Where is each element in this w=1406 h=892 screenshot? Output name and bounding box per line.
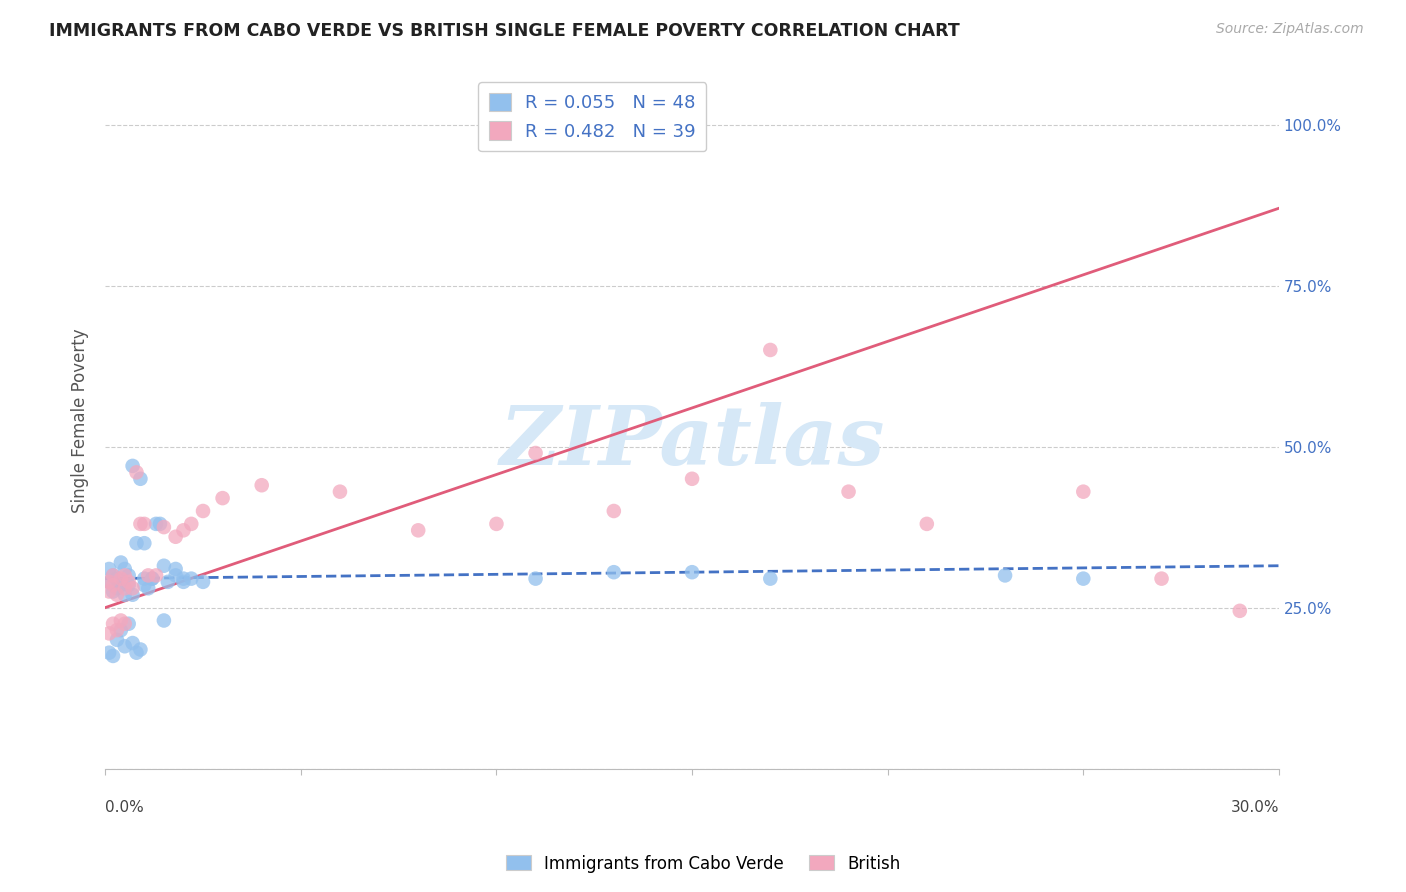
Point	[145, 568, 167, 582]
Point	[838, 484, 860, 499]
Point	[101, 578, 124, 592]
Point	[145, 516, 167, 531]
Point	[191, 574, 214, 589]
Point	[129, 642, 152, 657]
Point	[153, 520, 176, 534]
Point	[121, 582, 143, 596]
Point	[110, 556, 132, 570]
Point	[915, 516, 938, 531]
Point	[110, 578, 132, 592]
Point	[105, 572, 128, 586]
Point	[110, 614, 132, 628]
Point	[121, 588, 143, 602]
Point	[153, 614, 176, 628]
Point	[156, 574, 179, 589]
Point	[134, 516, 156, 531]
Point	[759, 572, 782, 586]
Point	[110, 623, 132, 637]
Point	[110, 572, 132, 586]
Point	[485, 516, 508, 531]
Point	[101, 584, 124, 599]
Point	[603, 504, 626, 518]
Point	[118, 616, 141, 631]
Point	[134, 578, 156, 592]
Text: 0.0%: 0.0%	[105, 800, 143, 815]
Point	[250, 478, 273, 492]
Legend: Immigrants from Cabo Verde, British: Immigrants from Cabo Verde, British	[499, 848, 907, 880]
Point	[165, 562, 187, 576]
Point	[101, 568, 124, 582]
Point	[105, 588, 128, 602]
Point	[118, 568, 141, 582]
Point	[121, 458, 143, 473]
Point	[1071, 572, 1094, 586]
Point	[118, 574, 141, 589]
Point	[172, 574, 194, 589]
Point	[141, 572, 163, 586]
Point	[125, 646, 148, 660]
Point	[172, 524, 194, 538]
Point	[172, 572, 194, 586]
Point	[165, 530, 187, 544]
Point	[136, 568, 159, 582]
Point	[121, 636, 143, 650]
Point	[165, 568, 187, 582]
Point	[105, 623, 128, 637]
Point	[136, 582, 159, 596]
Point	[603, 565, 626, 579]
Point	[141, 572, 163, 586]
Point	[129, 472, 152, 486]
Point	[101, 568, 124, 582]
Point	[105, 632, 128, 647]
Text: 30.0%: 30.0%	[1230, 800, 1279, 815]
Text: ZIPatlas: ZIPatlas	[499, 401, 884, 482]
Point	[101, 616, 124, 631]
Point	[524, 572, 547, 586]
Point	[98, 646, 121, 660]
Point	[105, 582, 128, 596]
Point	[125, 466, 148, 480]
Point	[180, 516, 202, 531]
Point	[129, 516, 152, 531]
Point	[134, 536, 156, 550]
Point	[149, 516, 172, 531]
Point	[1071, 484, 1094, 499]
Point	[114, 588, 136, 602]
Y-axis label: Single Female Poverty: Single Female Poverty	[72, 328, 89, 513]
Point	[153, 558, 176, 573]
Text: IMMIGRANTS FROM CABO VERDE VS BRITISH SINGLE FEMALE POVERTY CORRELATION CHART: IMMIGRANTS FROM CABO VERDE VS BRITISH SI…	[49, 22, 960, 40]
Point	[406, 524, 429, 538]
Point	[98, 574, 121, 589]
Point	[211, 491, 233, 505]
Point	[114, 640, 136, 654]
Point	[191, 504, 214, 518]
Point	[681, 472, 703, 486]
Point	[125, 536, 148, 550]
Point	[329, 484, 352, 499]
Point	[114, 562, 136, 576]
Text: Source: ZipAtlas.com: Source: ZipAtlas.com	[1216, 22, 1364, 37]
Point	[1229, 604, 1251, 618]
Point	[180, 572, 202, 586]
Point	[98, 574, 121, 589]
Point	[524, 446, 547, 460]
Legend: R = 0.055   N = 48, R = 0.482   N = 39: R = 0.055 N = 48, R = 0.482 N = 39	[478, 82, 706, 152]
Point	[101, 648, 124, 663]
Point	[98, 626, 121, 640]
Point	[114, 568, 136, 582]
Point	[114, 616, 136, 631]
Point	[118, 578, 141, 592]
Point	[1150, 572, 1173, 586]
Point	[134, 572, 156, 586]
Point	[98, 562, 121, 576]
Point	[994, 568, 1017, 582]
Point	[114, 582, 136, 596]
Point	[681, 565, 703, 579]
Point	[98, 584, 121, 599]
Point	[759, 343, 782, 357]
